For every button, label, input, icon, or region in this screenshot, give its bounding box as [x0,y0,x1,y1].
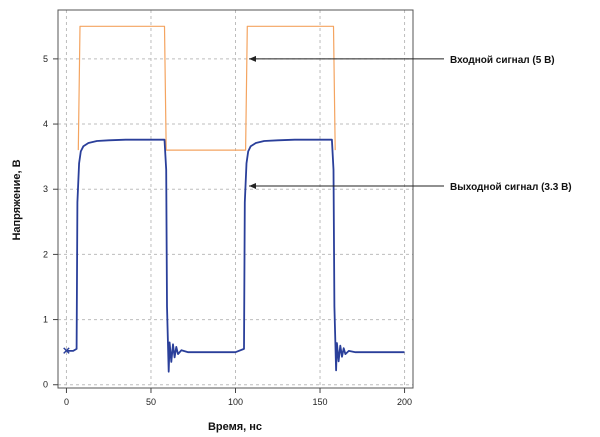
y-tick-label: 0 [43,380,48,390]
grid-lines [58,10,413,388]
x-tick-label: 50 [146,397,156,407]
input-signal-line [77,25,336,151]
series-lines: × [63,25,405,373]
x-axis-label: Время, нс [208,421,262,433]
y-tick-label: 4 [43,119,48,129]
y-tick-label: 5 [43,54,48,64]
x-tick-label: 0 [64,397,69,407]
y-tick-label: 2 [43,249,48,259]
y-tick-label: 3 [43,184,48,194]
output-signal-line [66,138,405,373]
y-tick-label: 1 [43,315,48,325]
annotation-input-signal: Входной сигнал (5 В) [450,55,555,66]
axis-ticks: 0 50 100 150 200 0 1 2 3 4 5 [43,54,412,407]
x-tick-label: 200 [397,397,412,407]
annotation-output-signal: Выходной сигнал (3.3 В) [450,182,572,193]
start-marker: × [63,343,71,358]
annotations: Входной сигнал (5 В) Выходной сигнал (3.3… [249,55,572,193]
y-axis-label: Напряжение, В [11,159,23,240]
x-tick-label: 100 [228,397,243,407]
x-tick-label: 150 [313,397,328,407]
